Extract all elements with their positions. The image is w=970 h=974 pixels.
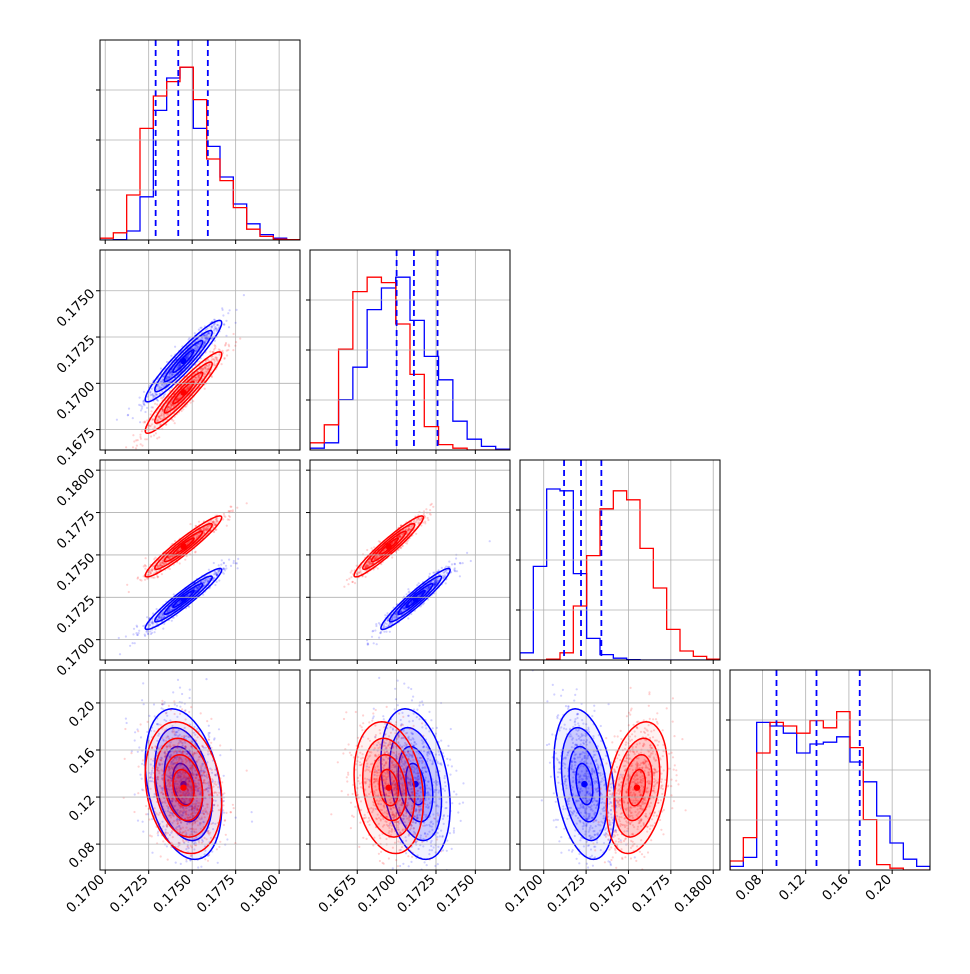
y-tick-label: 0.12 xyxy=(66,792,99,825)
panel-frame xyxy=(100,460,300,660)
x-tick-label: 0.1775 xyxy=(194,872,239,917)
x-tick-label: 0.1700 xyxy=(63,872,108,917)
density-peak-series-1 xyxy=(180,389,186,395)
panel-2-1 xyxy=(306,460,510,664)
x-tick-label: 0.1725 xyxy=(394,872,439,917)
y-tick-label: 0.1725 xyxy=(54,332,99,377)
x-tick-label: 0.12 xyxy=(776,872,809,905)
density-peak-series-1 xyxy=(386,543,392,549)
x-tick-label: 0.1700 xyxy=(355,872,400,917)
x-tick-label: 0.1775 xyxy=(629,872,674,917)
panel-2-2 xyxy=(516,460,720,664)
density-peak-series-1 xyxy=(386,784,392,790)
y-tick-label: 0.1700 xyxy=(54,378,99,423)
x-tick-label: 0.1675 xyxy=(315,872,360,917)
x-tick-label: 0.1750 xyxy=(433,872,478,917)
density-peak-series-0 xyxy=(412,596,418,602)
histogram-step-series-0 xyxy=(100,67,300,240)
y-tick-label: 0.16 xyxy=(66,745,99,778)
x-tick-label: 0.1725 xyxy=(107,872,152,917)
histogram-step-series-1 xyxy=(730,712,930,870)
density-peak-series-1 xyxy=(180,784,186,790)
density-peak-series-0 xyxy=(180,358,186,364)
histogram-step-series-0 xyxy=(730,722,930,870)
panel-3-0: 0.08 0.12 0.16 0.20 0.17000.17250.17500.1775… xyxy=(63,669,300,917)
y-tick-label: 0.20 xyxy=(66,698,99,731)
histogram-step-series-0 xyxy=(520,489,720,660)
y-tick-label: 0.1775 xyxy=(54,508,99,553)
density-peak-series-1 xyxy=(634,784,640,790)
histogram-step-series-1 xyxy=(520,491,720,660)
x-tick-label: 0.1725 xyxy=(544,872,589,917)
y-tick-label: 0.1675 xyxy=(54,425,99,470)
y-tick-label: 0.1725 xyxy=(54,592,99,637)
y-tick-label: 0.08 xyxy=(66,839,99,872)
panel-1-1 xyxy=(306,250,510,454)
density-peak-series-1 xyxy=(180,543,186,549)
histogram-step-series-1 xyxy=(100,67,300,240)
x-tick-label: 0.08 xyxy=(733,872,766,905)
x-tick-label: 0.1800 xyxy=(237,872,282,917)
y-tick-label: 0.1800 xyxy=(54,465,99,510)
panel-0-0 xyxy=(96,40,300,244)
y-tick-label: 0.1700 xyxy=(54,635,99,680)
x-tick-label: 0.1750 xyxy=(587,872,632,917)
density-peak-series-0 xyxy=(581,781,587,787)
y-tick-label: 0.1750 xyxy=(54,286,99,331)
x-tick-label: 0.1700 xyxy=(502,872,547,917)
x-tick-label: 0.16 xyxy=(819,872,852,905)
x-tick-label: 0.20 xyxy=(862,872,895,905)
y-tick-label: 0.1750 xyxy=(54,550,99,595)
x-tick-label: 0.1750 xyxy=(150,872,195,917)
panel-frame xyxy=(310,460,510,660)
panel-3-3: 0.08 0.12 0.16 0.20 xyxy=(726,670,930,904)
density-peak-series-0 xyxy=(180,596,186,602)
x-tick-label: 0.1800 xyxy=(671,872,716,917)
